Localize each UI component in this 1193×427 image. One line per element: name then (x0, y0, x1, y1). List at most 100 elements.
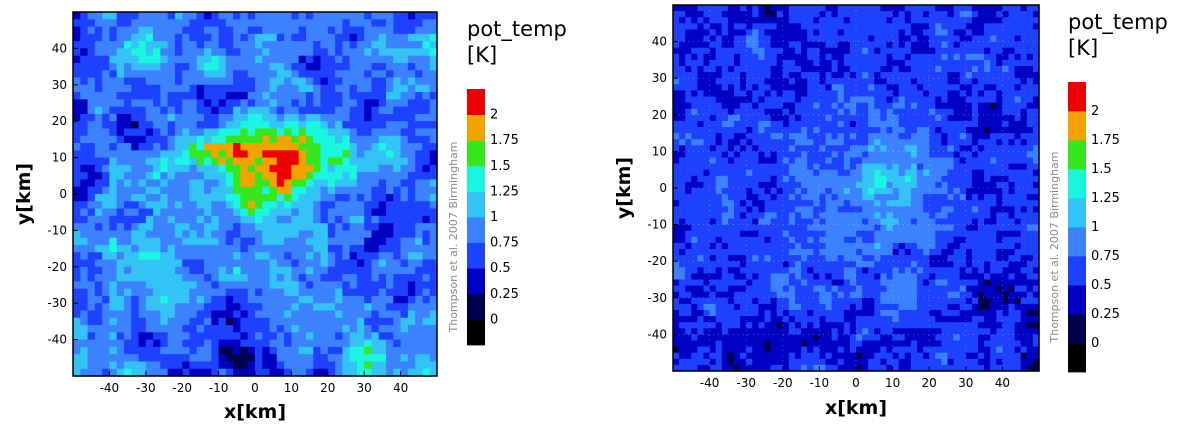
heatmap-cell (703, 169, 711, 177)
heatmap-cell (415, 164, 424, 173)
heatmap-cell (320, 55, 329, 64)
heatmap-cell (917, 84, 924, 91)
heatmap-cell (284, 288, 292, 297)
heatmap-cell (849, 285, 857, 293)
heatmap-cell (291, 106, 300, 115)
heatmap-cell (831, 96, 839, 104)
heatmap-cell (320, 77, 329, 86)
heatmap-cell (801, 108, 808, 116)
heatmap-cell (764, 236, 772, 244)
heatmap-cell (721, 90, 729, 98)
heatmap-cell (87, 77, 96, 86)
heatmap-cell (167, 317, 176, 326)
heatmap-cell (709, 151, 717, 159)
heatmap-cell (801, 188, 808, 195)
heatmap-cell (189, 62, 198, 71)
heatmap-cell (371, 317, 380, 326)
heatmap-cell (782, 358, 790, 366)
heatmap-cell (770, 169, 778, 177)
heatmap-cell (400, 179, 409, 188)
heatmap-cell (837, 358, 845, 366)
heatmap-cell (73, 179, 81, 188)
heatmap-cell (160, 237, 169, 246)
heatmap-cell (313, 194, 322, 202)
heatmap-cell (758, 200, 766, 207)
heatmap-cell (831, 352, 839, 360)
heatmap-cell (892, 188, 900, 195)
heatmap-cell (87, 113, 96, 122)
heatmap-cell (898, 188, 906, 195)
heatmap-cell (174, 215, 183, 224)
heatmap-cell (679, 279, 686, 287)
heatmap-cell (327, 339, 336, 348)
heatmap-cell (849, 17, 857, 24)
heatmap-cell (782, 114, 790, 122)
heatmap-cell (758, 212, 766, 220)
colorbar-tick-label: 1.25 (490, 184, 519, 199)
heatmap-cell (770, 84, 778, 91)
heatmap-cell (182, 113, 191, 122)
heatmap-cell (740, 303, 747, 311)
heatmap-cell (407, 143, 416, 151)
heatmap-cell (123, 237, 132, 246)
heatmap-cell (386, 332, 394, 341)
heatmap-cell (752, 291, 759, 299)
heatmap-cell (770, 285, 778, 293)
heatmap-cell (123, 92, 132, 100)
heatmap-cell (233, 354, 242, 363)
heatmap-cell (429, 368, 438, 377)
heatmap-cell (182, 55, 191, 64)
heatmap-cell (269, 288, 278, 297)
heatmap-cell (342, 259, 351, 268)
heatmap-cell (788, 108, 796, 116)
heatmap-cell (709, 224, 717, 232)
heatmap-cell (831, 90, 839, 98)
heatmap-cell (892, 242, 900, 250)
heatmap-cell (269, 19, 278, 28)
heatmap-cell (715, 17, 723, 24)
heatmap-cell (746, 78, 753, 85)
heatmap-cell (138, 230, 147, 239)
heatmap-cell (204, 288, 212, 297)
heatmap-cell (880, 66, 888, 73)
heatmap-cell (415, 332, 424, 341)
heatmap-cell (255, 295, 263, 304)
heatmap-cell (284, 121, 292, 130)
heatmap-cell (776, 114, 784, 122)
heatmap-cell (856, 120, 863, 128)
heatmap-cell (813, 35, 820, 43)
heatmap-cell (837, 285, 845, 293)
heatmap-cell (886, 316, 894, 323)
heatmap-cell (917, 114, 924, 122)
heatmap-cell (109, 230, 118, 239)
heatmap-cell (758, 120, 766, 128)
heatmap-cell (776, 297, 784, 305)
heatmap-cell (709, 90, 717, 98)
heatmap-cell (886, 139, 894, 146)
heatmap-cell (160, 135, 169, 144)
heatmap-cell (269, 179, 278, 188)
heatmap-cell (94, 179, 103, 188)
heatmap-cell (880, 29, 888, 37)
heatmap-cell (422, 113, 431, 122)
heatmap-cell (138, 208, 147, 217)
heatmap-cell (782, 102, 790, 110)
heatmap-cell (386, 194, 394, 202)
heatmap-cell (886, 242, 894, 250)
heatmap-cell (843, 328, 851, 335)
heatmap-cell (174, 143, 183, 151)
heatmap-cell (917, 90, 924, 98)
heatmap-cell (703, 120, 711, 128)
heatmap-cell (145, 332, 154, 341)
colorbar-tick-label: 1.75 (490, 133, 519, 148)
heatmap-cell (174, 288, 183, 297)
heatmap-cell (807, 53, 814, 61)
heatmap-cell (138, 259, 147, 268)
heatmap-cell (371, 281, 380, 290)
heatmap-cell (795, 212, 802, 220)
heatmap-cell (233, 186, 242, 195)
heatmap-cell (697, 127, 705, 134)
heatmap-cell (386, 317, 394, 326)
heatmap-cell (856, 90, 863, 98)
heatmap-cell (679, 17, 686, 24)
